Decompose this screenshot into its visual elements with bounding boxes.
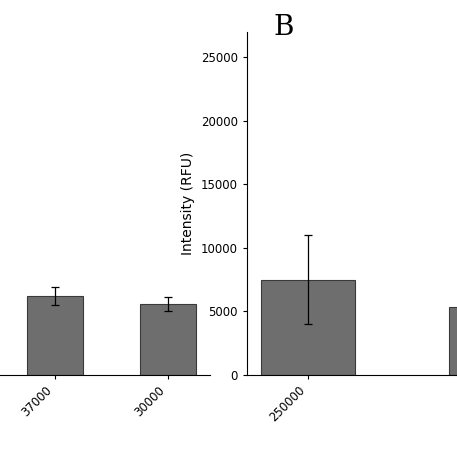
Text: B: B — [273, 14, 293, 41]
Bar — [449, 308, 457, 375]
Y-axis label: Intensity (RFU): Intensity (RFU) — [181, 152, 195, 255]
Bar — [139, 303, 196, 375]
Bar — [261, 280, 355, 375]
Bar — [27, 296, 83, 375]
